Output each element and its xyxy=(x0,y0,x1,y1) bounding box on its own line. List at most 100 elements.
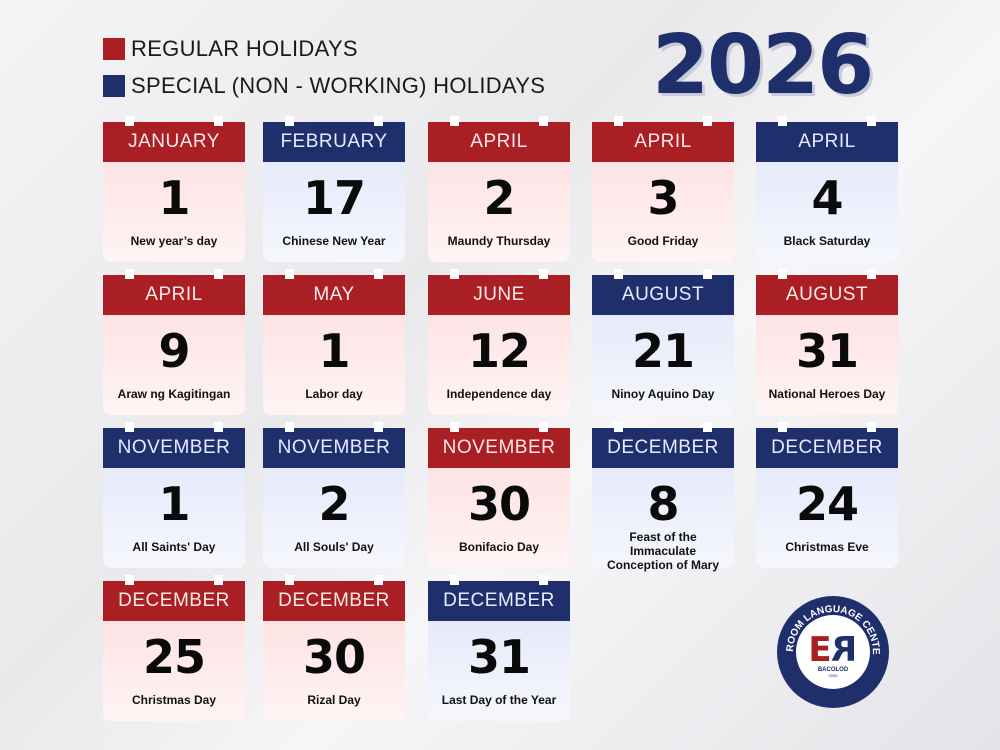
holiday-card: MAY 1 Labor day xyxy=(263,269,405,415)
holiday-card: NOVEMBER 1 All Saints' Day xyxy=(103,422,245,568)
card-holiday-name: Last Day of the Year xyxy=(441,693,557,707)
card-month: APRIL xyxy=(470,131,528,152)
card-month-header: AUGUST xyxy=(592,269,734,315)
card-holiday-name: Feast of the Immaculate Conception of Ma… xyxy=(606,530,719,572)
svg-text:2005: 2005 xyxy=(829,673,839,678)
card-body: 2 All Souls' Day xyxy=(263,468,405,568)
card-body: 2 Maundy Thursday xyxy=(428,162,570,262)
holiday-card: APRIL 4 Black Saturday xyxy=(756,116,898,262)
card-month-header: DECEMBER xyxy=(756,422,898,468)
svg-text:R: R xyxy=(831,630,857,670)
card-holiday-name: Ninoy Aquino Day xyxy=(611,387,715,401)
card-day: 31 xyxy=(795,324,859,378)
binder-ring-icon xyxy=(374,116,383,126)
binder-ring-icon xyxy=(374,575,383,585)
card-body: 4 Black Saturday xyxy=(756,162,898,262)
card-day: 24 xyxy=(795,477,859,531)
year-title: 2026 xyxy=(652,18,874,113)
card-month-header: JANUARY xyxy=(103,116,245,162)
card-month: APRIL xyxy=(634,131,692,152)
holiday-card: DECEMBER 24 Christmas Eve xyxy=(756,422,898,568)
card-body: 24 Christmas Eve xyxy=(756,468,898,568)
card-day: 3 xyxy=(647,171,679,225)
binder-ring-icon xyxy=(214,422,223,432)
card-month: DECEMBER xyxy=(278,590,390,611)
card-holiday-name: Maundy Thursday xyxy=(447,234,551,248)
card-day: 21 xyxy=(631,324,695,378)
binder-ring-icon xyxy=(867,269,876,279)
card-month: DECEMBER xyxy=(771,437,883,458)
card-month-header: APRIL xyxy=(592,116,734,162)
card-day: 1 xyxy=(158,171,190,225)
binder-ring-icon xyxy=(778,422,787,432)
card-body: 30 Bonifacio Day xyxy=(428,468,570,568)
binder-ring-icon xyxy=(285,116,294,126)
holiday-card: NOVEMBER 2 All Souls' Day xyxy=(263,422,405,568)
binder-ring-icon xyxy=(778,269,787,279)
card-month: NOVEMBER xyxy=(442,437,556,458)
legend-regular-label: REGULAR HOLIDAYS xyxy=(131,36,358,61)
card-body: 21 Ninoy Aquino Day xyxy=(592,315,734,415)
binder-ring-icon xyxy=(614,116,623,126)
holiday-card: APRIL 3 Good Friday xyxy=(592,116,734,262)
card-month: DECEMBER xyxy=(607,437,719,458)
binder-ring-icon xyxy=(374,422,383,432)
card-month-header: FEBRUARY xyxy=(263,116,405,162)
binder-ring-icon xyxy=(703,269,712,279)
card-body: 12 Independence day xyxy=(428,315,570,415)
card-month-header: DECEMBER xyxy=(103,575,245,621)
binder-ring-icon xyxy=(539,422,548,432)
card-month-header: NOVEMBER xyxy=(103,422,245,468)
binder-ring-icon xyxy=(703,116,712,126)
holiday-card: JUNE 12 Independence day xyxy=(428,269,570,415)
binder-ring-icon xyxy=(614,269,623,279)
card-month: DECEMBER xyxy=(118,590,230,611)
card-month-header: MAY xyxy=(263,269,405,315)
binder-ring-icon xyxy=(450,422,459,432)
card-month: MAY xyxy=(313,284,355,305)
eroom-logo: E-ROOM LANGUAGE CENTER •PHILIPPINES• E R… xyxy=(776,595,889,708)
binder-ring-icon xyxy=(285,575,294,585)
card-body: 3 Good Friday xyxy=(592,162,734,262)
card-body: 17 Chinese New Year xyxy=(263,162,405,262)
binder-ring-icon xyxy=(374,269,383,279)
card-body: 31 National Heroes Day xyxy=(756,315,898,415)
card-month-header: DECEMBER xyxy=(263,575,405,621)
card-body: 1 All Saints' Day xyxy=(103,468,245,568)
holiday-card: DECEMBER 31 Last Day of the Year xyxy=(428,575,570,721)
holiday-card: FEBRUARY 17 Chinese New Year xyxy=(263,116,405,262)
card-holiday-name: All Saints' Day xyxy=(132,540,216,554)
binder-ring-icon xyxy=(285,422,294,432)
card-day: 31 xyxy=(467,630,531,684)
card-holiday-name: Christmas Eve xyxy=(785,540,869,554)
regular-swatch xyxy=(103,38,125,60)
card-body: 25 Christmas Day xyxy=(103,621,245,721)
card-holiday-name: Black Saturday xyxy=(783,234,871,248)
special-swatch xyxy=(103,75,125,97)
card-body: 9 Araw ng Kagitingan xyxy=(103,315,245,415)
card-day: 9 xyxy=(158,324,190,378)
holiday-card: AUGUST 21 Ninoy Aquino Day xyxy=(592,269,734,415)
legend-regular: REGULAR HOLIDAYS xyxy=(103,36,358,62)
card-holiday-name: Bonifacio Day xyxy=(458,540,539,554)
card-month-header: NOVEMBER xyxy=(428,422,570,468)
card-holiday-name: All Souls' Day xyxy=(294,540,374,554)
binder-ring-icon xyxy=(703,422,712,432)
binder-ring-icon xyxy=(125,575,134,585)
binder-ring-icon xyxy=(450,116,459,126)
holiday-card: DECEMBER 30 Rizal Day xyxy=(263,575,405,721)
card-body: 1 New year’s day xyxy=(103,162,245,262)
card-holiday-name: Christmas Day xyxy=(131,693,217,707)
holiday-card: DECEMBER 8 Feast of the Immaculate Conce… xyxy=(592,422,734,572)
card-month-header: JUNE xyxy=(428,269,570,315)
binder-ring-icon xyxy=(539,116,548,126)
binder-ring-icon xyxy=(125,116,134,126)
card-body: 1 Labor day xyxy=(263,315,405,415)
card-month: DECEMBER xyxy=(443,590,555,611)
legend-special-label: SPECIAL (NON - WORKING) HOLIDAYS xyxy=(131,73,546,98)
card-day: 30 xyxy=(302,630,366,684)
card-holiday-name: Rizal Day xyxy=(307,693,361,707)
card-holiday-name: Araw ng Kagitingan xyxy=(117,387,231,401)
card-month: NOVEMBER xyxy=(117,437,231,458)
card-day: 4 xyxy=(811,171,843,225)
